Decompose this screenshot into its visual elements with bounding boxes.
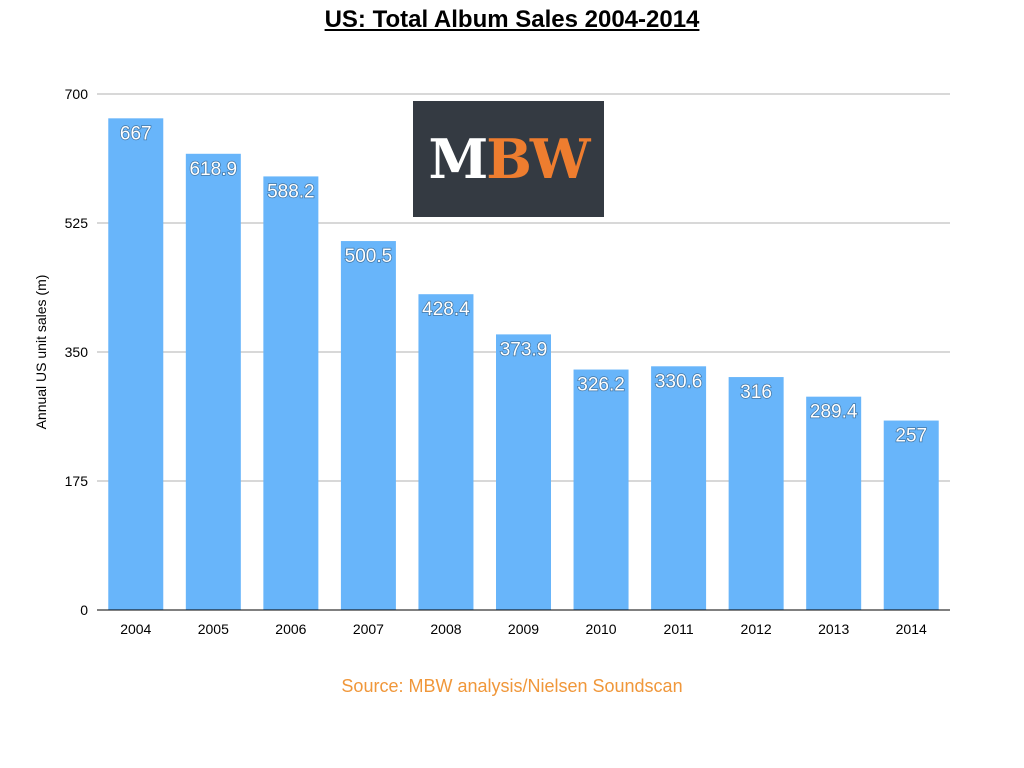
y-tick-label: 0 xyxy=(80,602,88,618)
y-tick-label: 525 xyxy=(65,215,89,231)
y-tick-label: 175 xyxy=(65,473,89,489)
x-tick-label: 2011 xyxy=(664,621,694,637)
x-tick-label: 2009 xyxy=(508,621,539,637)
bar-2005 xyxy=(185,153,241,610)
data-label: 289.4 xyxy=(810,402,858,423)
source-note: Source: MBW analysis/Nielsen Soundscan xyxy=(341,676,683,696)
data-label: 257 xyxy=(895,426,927,447)
data-label: 316 xyxy=(740,382,772,403)
bar-2013 xyxy=(806,396,862,610)
y-tick-label: 350 xyxy=(65,344,89,360)
data-label: 326.2 xyxy=(577,375,625,396)
x-tick-label: 2012 xyxy=(741,621,772,637)
data-label: 618.9 xyxy=(190,159,238,180)
y-tick-label: 700 xyxy=(65,86,89,102)
data-label: 428.4 xyxy=(422,299,470,320)
data-label: 500.5 xyxy=(345,246,393,267)
bar-2011 xyxy=(651,366,707,610)
y-axis-label: Annual US unit sales (m) xyxy=(33,275,49,430)
data-label: 588.2 xyxy=(267,181,315,202)
x-tick-label: 2005 xyxy=(198,621,229,637)
x-tick-label: 2014 xyxy=(896,621,927,637)
bar-2009 xyxy=(496,334,551,610)
x-tick-label: 2007 xyxy=(353,621,384,637)
data-label: 330.6 xyxy=(655,371,703,392)
bar-2010 xyxy=(573,369,629,610)
bar-2006 xyxy=(263,176,319,610)
x-tick-label: 2013 xyxy=(818,621,849,637)
bar-2014 xyxy=(883,420,939,610)
data-label: 667 xyxy=(120,123,152,144)
bar-2004 xyxy=(108,118,164,610)
x-tick-label: 2004 xyxy=(120,621,151,637)
bar-2012 xyxy=(728,377,784,610)
bar-2008 xyxy=(418,294,474,610)
chart-title: US: Total Album Sales 2004-2014 xyxy=(324,6,700,33)
mbw-logo: M BW xyxy=(413,101,604,217)
x-tick-label: 2010 xyxy=(585,621,616,637)
x-tick-label: 2006 xyxy=(275,621,306,637)
x-tick-label: 2008 xyxy=(430,621,461,637)
data-label: 373.9 xyxy=(500,339,548,360)
bar-2007 xyxy=(340,241,396,610)
